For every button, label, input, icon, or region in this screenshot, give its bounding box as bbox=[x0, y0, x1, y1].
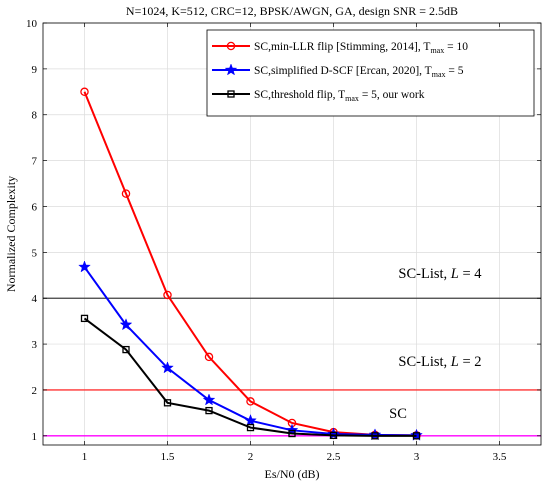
chart-title: N=1024, K=512, CRC=12, BPSK/AWGN, GA, de… bbox=[126, 4, 458, 18]
data-point-square bbox=[227, 90, 235, 98]
y-tick-label: 8 bbox=[32, 110, 38, 122]
x-tick-label: 1.5 bbox=[161, 451, 175, 463]
x-axis-label: Es/N0 (dB) bbox=[265, 467, 320, 481]
y-tick-label: 3 bbox=[32, 339, 38, 351]
data-point-circle bbox=[204, 352, 214, 362]
y-tick-label: 2 bbox=[32, 385, 38, 397]
data-point-circle bbox=[246, 397, 255, 406]
data-point-star bbox=[202, 393, 216, 406]
series-group bbox=[78, 260, 423, 441]
y-tick-label: 4 bbox=[32, 293, 38, 305]
plot-frame bbox=[42, 22, 542, 446]
y-tick-label: 10 bbox=[26, 18, 38, 30]
legend-box bbox=[206, 29, 535, 117]
data-point-square bbox=[288, 429, 296, 438]
data-point-square bbox=[122, 345, 130, 354]
data-point-circle bbox=[80, 87, 89, 97]
y-tick-label: 7 bbox=[32, 156, 38, 168]
x-tick-label: 2 bbox=[248, 451, 254, 463]
series-line bbox=[83, 317, 417, 437]
data-point-star bbox=[327, 427, 340, 440]
data-point-circle bbox=[226, 41, 236, 51]
series-layer bbox=[78, 87, 423, 441]
y-tick-label: 5 bbox=[32, 247, 38, 259]
x-tick-label: 3.5 bbox=[493, 451, 507, 463]
legend-label: SC,simplified D-SCF [Ercan, 2020], Tmax … bbox=[254, 65, 464, 79]
ref-line-label: SC-List, L = 2 bbox=[398, 354, 481, 370]
legend: SC,min-LLR flip [Stimming, 2014], Tmax =… bbox=[206, 29, 535, 117]
data-point-square bbox=[371, 432, 379, 440]
data-point-circle bbox=[163, 290, 172, 300]
x-tick-label: 1 bbox=[82, 451, 88, 463]
data-point-star bbox=[244, 413, 257, 427]
series-group bbox=[80, 314, 421, 440]
y-tick-label: 9 bbox=[32, 64, 38, 76]
data-point-star bbox=[410, 428, 423, 441]
data-point-star bbox=[78, 260, 91, 273]
ref-line-label: SC-List, L = 4 bbox=[398, 266, 482, 282]
data-point-square bbox=[329, 431, 338, 440]
data-point-square bbox=[246, 423, 255, 432]
data-point-star bbox=[368, 428, 382, 441]
x-tick-label: 2.5 bbox=[327, 451, 341, 463]
y-tick-label: 1 bbox=[32, 431, 38, 443]
reference-lines: SC-List, L = 4 SC-List, L = 2 SC bbox=[43, 266, 541, 437]
y-tick-label: 6 bbox=[32, 201, 38, 213]
data-point-square bbox=[80, 314, 89, 323]
data-point-square bbox=[163, 399, 172, 407]
legend-label: SC,threshold flip, Tmax = 5, our work bbox=[254, 89, 425, 103]
legend-label: SC,min-LLR flip [Stimming, 2014], Tmax =… bbox=[254, 41, 468, 55]
axis-ticks: 1 1.5 2 2.5 3 3.5 1 2 3 4 5 6 7 8 9 10 bbox=[26, 18, 541, 463]
y-axis-label: Normalized Complexity bbox=[4, 176, 18, 292]
data-point-circle bbox=[121, 189, 131, 198]
x-tick-label: 3 bbox=[414, 451, 420, 463]
data-point-star bbox=[119, 318, 133, 331]
data-point-square bbox=[412, 432, 421, 440]
data-point-star bbox=[224, 63, 238, 76]
data-point-star bbox=[161, 361, 174, 374]
ref-line-label: SC bbox=[389, 406, 407, 422]
data-point-square bbox=[205, 406, 213, 415]
